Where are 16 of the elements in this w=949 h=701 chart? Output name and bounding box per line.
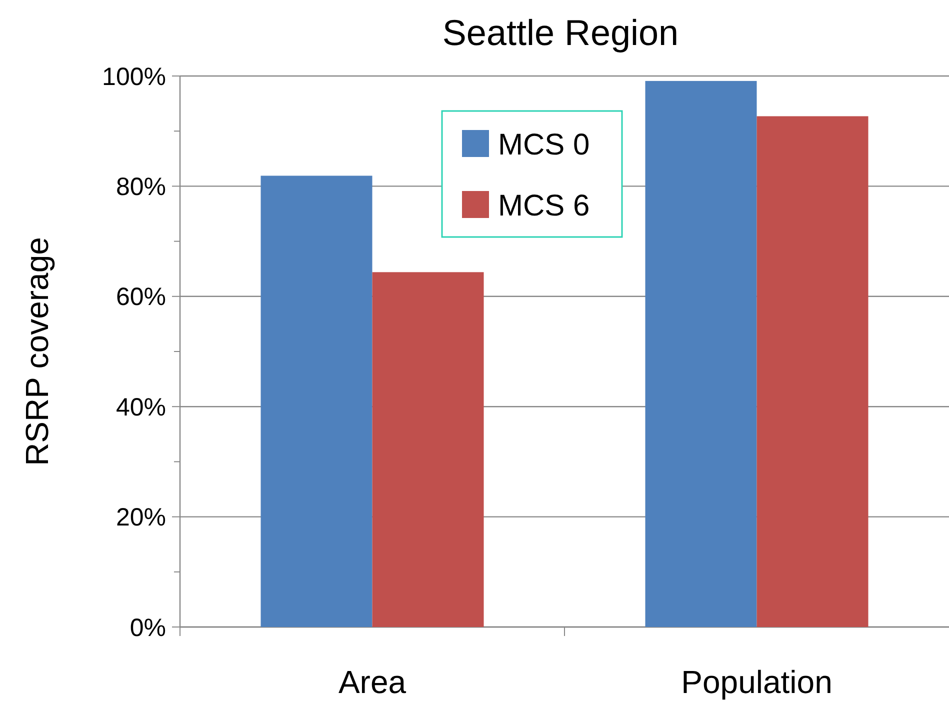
chart-title: Seattle Region — [442, 12, 679, 53]
bar — [372, 272, 484, 627]
y-tick-label: 60% — [116, 283, 166, 312]
y-axis-title: RSRP coverage — [19, 237, 55, 466]
x-tick-label: Area — [338, 664, 406, 700]
y-tick-label: 80% — [116, 172, 166, 201]
y-tick-label: 20% — [116, 504, 166, 532]
y-tick-label: 0% — [130, 614, 166, 642]
y-tick-label: 100% — [102, 62, 166, 91]
legend-label: MCS 0 — [498, 128, 590, 162]
x-tick-label: Population — [681, 664, 832, 700]
bar — [756, 116, 868, 627]
bar — [260, 176, 372, 627]
y-tick-label: 40% — [116, 393, 166, 422]
legend-label: MCS 6 — [498, 190, 590, 222]
bar — [645, 80, 757, 627]
